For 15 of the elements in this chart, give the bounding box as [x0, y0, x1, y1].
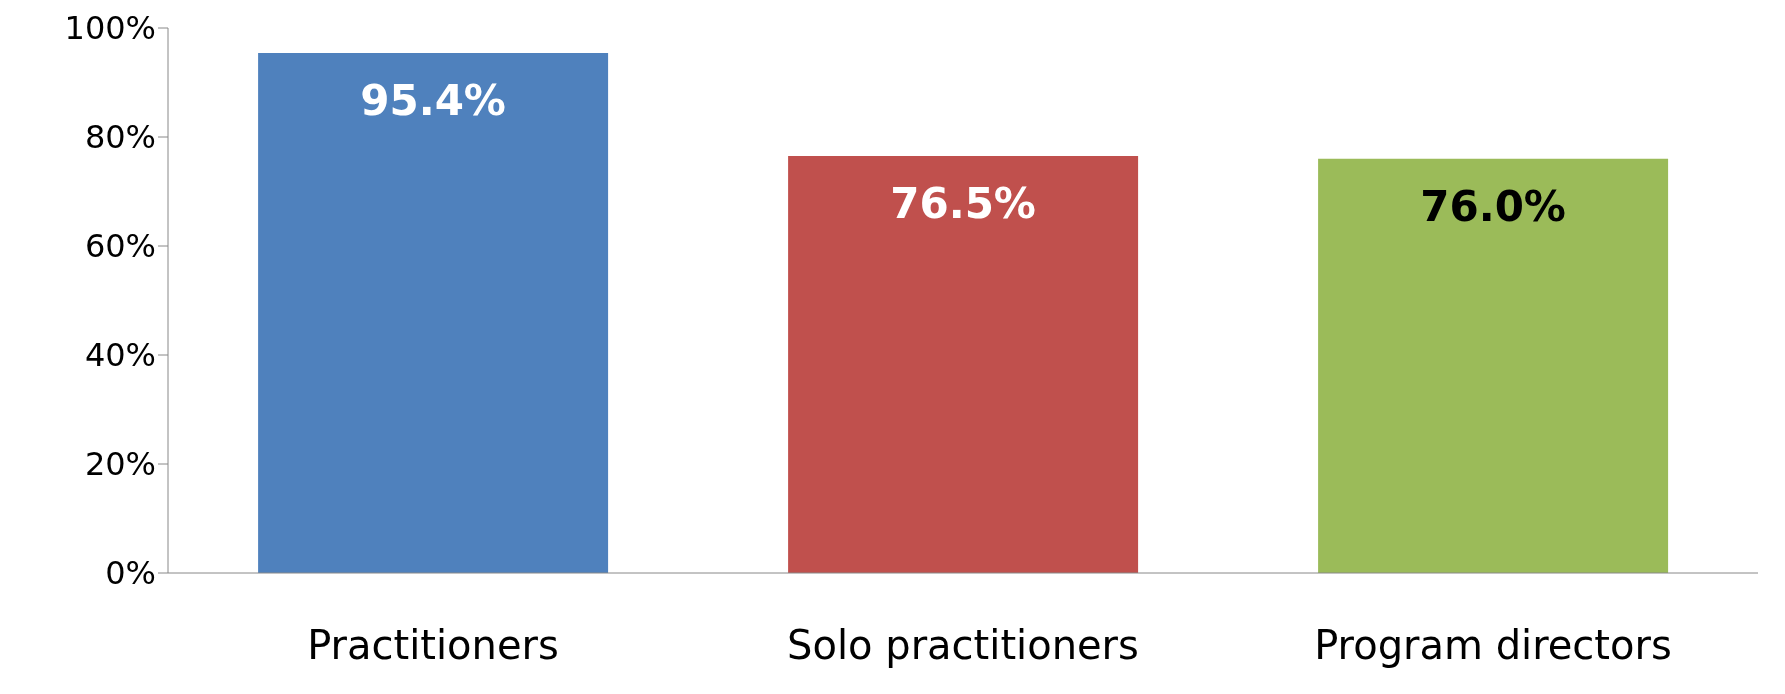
data-label: 76.5% — [890, 179, 1036, 229]
data-label: 95.4% — [360, 76, 506, 126]
y-tick-label: 20% — [84, 445, 156, 484]
bar — [258, 53, 609, 573]
bar — [1318, 158, 1669, 573]
x-tick-label: Practitioners — [307, 622, 559, 669]
x-tick-label: Program directors — [1314, 622, 1672, 669]
y-tick-label: 0% — [105, 554, 156, 593]
y-tick-label: 60% — [84, 227, 156, 266]
y-tick-label: 40% — [84, 336, 156, 375]
bar — [788, 156, 1139, 573]
y-tick-label: 100% — [64, 9, 156, 48]
x-tick-label: Solo practitioners — [787, 622, 1139, 669]
data-label: 76.0% — [1420, 181, 1566, 231]
y-tick-label: 80% — [84, 118, 156, 157]
